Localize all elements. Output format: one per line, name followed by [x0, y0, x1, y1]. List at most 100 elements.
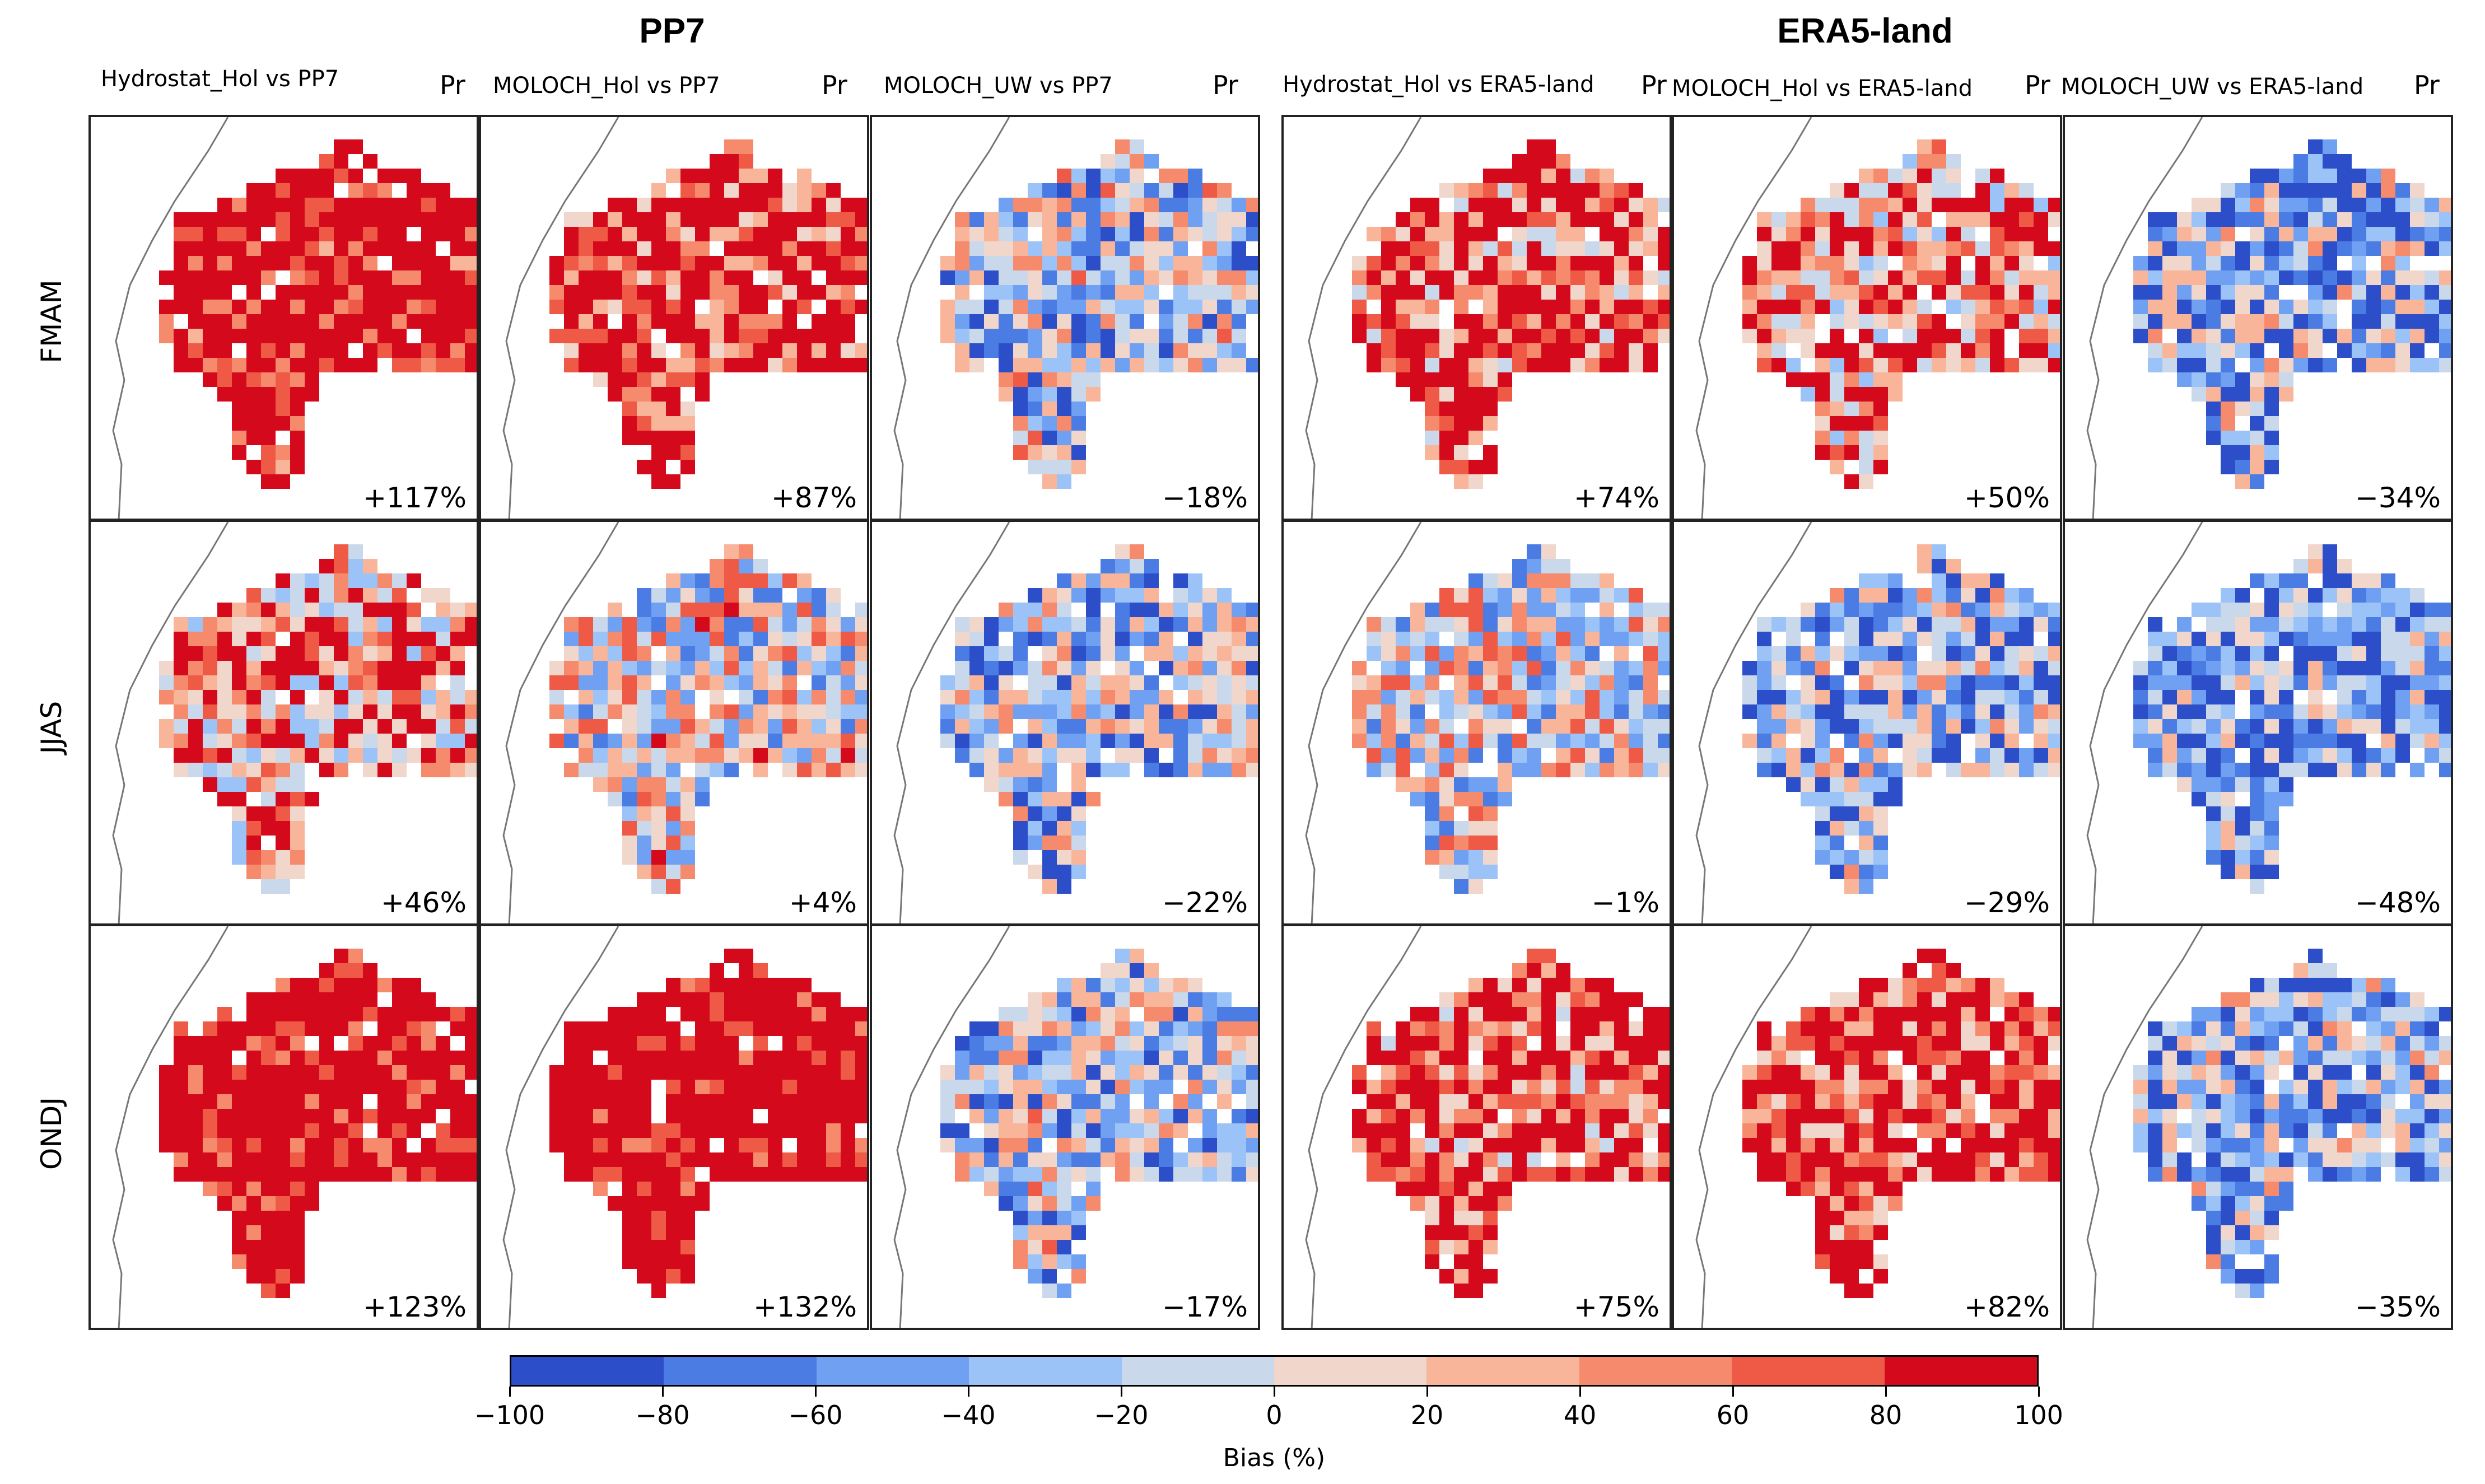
bias-cell — [1527, 270, 1541, 285]
bias-cell — [334, 978, 348, 992]
bias-cell — [188, 285, 203, 300]
bias-cell — [1381, 704, 1396, 719]
bias-cell — [768, 632, 782, 646]
bias-cell — [2323, 285, 2337, 300]
bias-cell — [2221, 661, 2235, 675]
bias-cell — [1771, 300, 1786, 314]
bias-cell — [465, 632, 477, 646]
bias-cell — [2235, 763, 2250, 777]
bias-cell — [174, 285, 188, 300]
bias-cell — [159, 690, 174, 704]
bias-cell — [739, 1138, 753, 1152]
bias-cell — [276, 1065, 290, 1080]
bias-cell — [710, 588, 724, 603]
bias-cell — [2250, 573, 2264, 588]
bias-cell — [826, 1080, 841, 1094]
bias-cell — [1188, 343, 1202, 358]
bias-cell — [276, 836, 290, 850]
bias-cell — [1454, 632, 1468, 646]
bias-cell — [1188, 329, 1202, 343]
bias-cell — [710, 1109, 724, 1123]
bias-cell — [1570, 573, 1585, 588]
bias-cell — [1541, 661, 1556, 675]
bias-cell — [2366, 183, 2381, 198]
bias-cell — [724, 358, 739, 372]
bias-cell — [1742, 256, 1757, 270]
bias-cell — [348, 1094, 363, 1109]
bias-cell — [1410, 734, 1425, 748]
bias-cell — [2250, 198, 2264, 212]
bias-cell — [2206, 690, 2221, 704]
bias-cell — [695, 792, 710, 806]
bias-cell — [1859, 329, 1873, 343]
bias-cell — [305, 212, 319, 227]
bias-cell — [1173, 1109, 1188, 1123]
bias-cell — [1903, 314, 1917, 329]
bias-cell — [739, 603, 753, 617]
bias-cell — [812, 763, 826, 777]
bias-cell — [999, 212, 1013, 227]
bias-cell — [1658, 617, 1670, 632]
bias-cell — [680, 1007, 695, 1021]
bias-cell — [1217, 227, 1232, 241]
bias-cell — [1144, 256, 1159, 270]
bias-cell — [1600, 314, 1614, 329]
bias-cell — [2293, 675, 2308, 690]
bias-cell — [984, 1021, 999, 1036]
bias-cell — [1367, 343, 1381, 358]
bias-cell — [695, 1007, 710, 1021]
bias-cell — [710, 329, 724, 343]
bias-cell — [2366, 198, 2381, 212]
bias-cell — [1144, 227, 1159, 241]
bias-cell — [940, 1109, 955, 1123]
bias-cell — [407, 285, 421, 300]
bias-cell — [305, 734, 319, 748]
bias-cell — [2381, 690, 2395, 704]
bias-cell — [377, 978, 392, 992]
bias-cell — [782, 285, 797, 300]
bias-cell — [232, 734, 246, 748]
bias-cell — [651, 1152, 666, 1167]
bias-cell — [1498, 646, 1512, 661]
bias-cell — [969, 212, 984, 227]
bias-cell — [1556, 212, 1570, 227]
bias-cell — [276, 1036, 290, 1051]
bias-cell — [651, 358, 666, 372]
bias-cell — [450, 227, 465, 241]
bias-cell — [1013, 1021, 1028, 1036]
bias-cell — [2148, 256, 2162, 270]
bias-cell — [2019, 588, 2034, 603]
bias-cell — [1512, 227, 1527, 241]
bias-cell — [1830, 358, 1844, 372]
bias-cell — [622, 1138, 637, 1152]
bias-cell — [549, 285, 564, 300]
bias-cell — [1801, 661, 1815, 675]
bias-cell — [608, 1080, 622, 1094]
bias-cell — [1367, 270, 1381, 285]
bias-cell — [680, 1211, 695, 1225]
bias-cell — [2019, 617, 2034, 632]
bias-cell — [1844, 416, 1859, 431]
bias-cell — [666, 445, 680, 460]
bias-cell — [1042, 460, 1057, 474]
bias-cell — [2221, 690, 2235, 704]
bias-cell — [305, 675, 319, 690]
bias-cell — [1903, 169, 1917, 183]
bias-cell — [637, 387, 651, 402]
bias-cell — [1932, 227, 1946, 241]
bias-cell — [2148, 675, 2162, 690]
bias-cell — [319, 270, 334, 285]
bias-cell — [1130, 978, 1144, 992]
bias-cell — [1468, 978, 1483, 992]
bias-cell — [1643, 270, 1658, 285]
bias-cell — [1159, 1007, 1173, 1021]
bias-cell — [1425, 212, 1439, 227]
bias-cell — [826, 617, 841, 632]
bias-cell — [1028, 719, 1042, 734]
bias-cell — [2395, 675, 2410, 690]
bias-cell — [812, 1065, 826, 1080]
bias-cell — [782, 675, 797, 690]
bias-cell — [246, 734, 261, 748]
bias-cell — [1541, 603, 1556, 617]
bias-cell — [579, 719, 593, 734]
